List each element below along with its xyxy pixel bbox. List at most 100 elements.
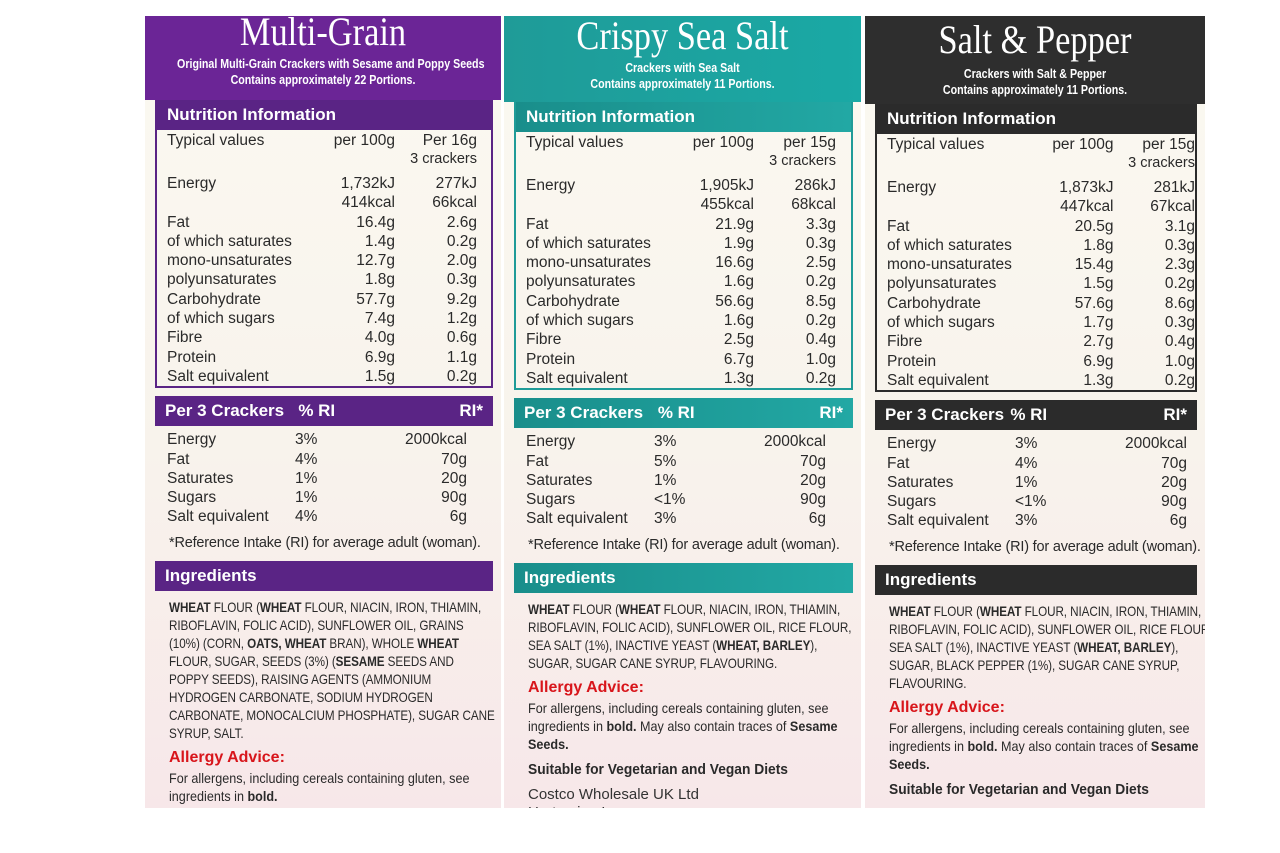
nutrient-per100g: 1.6g — [723, 273, 754, 291]
bold-allergen: bold. — [606, 717, 637, 734]
nutrient-name: Fat — [167, 213, 190, 231]
bold-allergen: WHEAT — [618, 601, 661, 617]
nutrient-per-portion: 0.2g — [805, 369, 836, 387]
nutrient-per100g: 447kcal — [1060, 198, 1114, 216]
product-header: Crispy Sea Salt Crackers with Sea Salt C… — [504, 16, 861, 102]
ri-row: Saturates 1% 20g — [887, 473, 1187, 492]
nutrient-name: Energy — [167, 175, 217, 192]
bold-allergen: Sesame Seeds. — [889, 737, 1199, 772]
allergy-header: Allergy Advice: — [528, 678, 644, 696]
nutrient-row: Fat 20.5g 3.1g — [887, 217, 1195, 236]
ri-percent: 4% — [1015, 454, 1038, 472]
nutrient-row: Protein 6.7g 1.0g — [526, 350, 836, 369]
nutrient-per-portion: 281kJ — [1153, 179, 1195, 196]
nutrition-section: Nutrition Information Typical values per … — [155, 100, 493, 389]
ingredients-text: WHEAT FLOUR (WHEAT FLOUR, NIACIN, IRON, … — [528, 601, 855, 673]
text-run: ), SUGAR, BLACK PEPPER (1%), SUGAR CANE … — [889, 639, 1180, 691]
nutrient-per-portion: 3.1g — [1164, 217, 1195, 235]
nutrient-name: Fibre — [887, 333, 923, 351]
per100g-header: per 100g — [333, 132, 395, 149]
nutrition-section: Nutrition Information Typical values per … — [875, 104, 1197, 393]
nutrient-per100g: 1,732kJ — [340, 175, 395, 192]
nutrient-per100g: 1,905kJ — [699, 177, 754, 194]
nutrient-name — [887, 197, 1036, 216]
nutrient-per-portion: 0.4g — [805, 331, 836, 349]
ri-row: Salt equivalent 3% 6g — [887, 511, 1187, 530]
ri-percent: 3% — [654, 510, 677, 528]
nutrient-per100g: 414kcal — [341, 194, 395, 212]
ri-row: Sugars <1% 90g — [887, 492, 1187, 511]
ri-table: Energy 3% 2000kcal Fat 4% 70g Saturates 1% 20g Su… — [887, 434, 1187, 530]
nutrient-per100g: 1.3g — [1083, 371, 1114, 389]
product-title: Multi-Grain — [239, 16, 407, 54]
nutrient-per-portion: 2.5g — [805, 254, 836, 272]
nutrient-per100g: 16.6g — [715, 254, 754, 272]
nutrient-name: polyunsaturates — [167, 271, 277, 289]
ri-pct-header: % RI — [657, 403, 695, 423]
ri-header-bar: Per 3 Crackers % RI RI* — [514, 398, 853, 429]
nutrient-per-portion: 0.3g — [805, 234, 836, 252]
ri-reference: 90g — [800, 491, 826, 509]
ri-reference: 70g — [800, 452, 826, 470]
nutrition-header: Nutrition Information — [516, 102, 851, 132]
ri-nutrient: Fat — [887, 454, 910, 472]
ri-header-bar: Per 3 Crackers % RI RI* — [155, 396, 493, 427]
nutrient-row: polyunsaturates 1.5g 0.2g — [887, 274, 1195, 293]
nutrient-per-portion: 9.2g — [446, 290, 477, 308]
bold-allergen: bold. — [967, 737, 998, 754]
ri-row: Saturates 1% 20g — [526, 471, 826, 490]
ri-nutrient: Fat — [167, 450, 190, 468]
nutrient-name: of which saturates — [167, 232, 292, 250]
spacer — [887, 154, 1036, 172]
allergy-text: For allergens, including cereals contain… — [889, 719, 1205, 773]
nutrient-per-portion: 8.6g — [1164, 294, 1195, 312]
text-run: FLOUR ( — [930, 603, 980, 619]
multi-grain-label: Multi-Grain Original Multi-Grain Cracker… — [145, 16, 501, 808]
ri-portion-header: Per 3 Crackers — [524, 403, 644, 423]
nutrient-name: mono-unsaturates — [887, 256, 1012, 274]
ri-nutrient: Sugars — [167, 489, 217, 507]
nutrient-row: of which saturates 1.8g 0.3g — [887, 236, 1195, 255]
ri-nutrient: Energy — [167, 431, 217, 449]
ri-percent: 1% — [295, 469, 318, 487]
ingredients-header: Ingredients — [514, 562, 853, 593]
product-header: Salt & Pepper Crackers with Salt & Peppe… — [865, 16, 1205, 104]
nutrient-name: of which sugars — [526, 312, 634, 330]
portion-header: Per 16g — [422, 132, 477, 149]
nutrient-row: Carbohydrate 56.6g 8.5g — [526, 292, 836, 311]
ri-nutrient: Energy — [526, 433, 576, 451]
nutrient-name: Salt equivalent — [526, 369, 628, 387]
nutrient-row: mono-unsaturates 15.4g 2.3g — [887, 255, 1195, 274]
ri-footnote: *Reference Intake (RI) for average adult… — [169, 534, 481, 551]
nutrient-row: Energy 1,905kJ 286kJ — [526, 176, 836, 195]
typical-values-header: Typical values — [526, 134, 624, 151]
ri-portion-header: Per 3 Crackers — [885, 405, 1005, 425]
nutrient-per-portion: 0.2g — [1164, 371, 1195, 389]
portion-subheader: 3 crackers — [410, 151, 477, 167]
ri-row: Sugars 1% 90g — [167, 488, 467, 507]
ri-nutrient: Sugars — [887, 493, 937, 511]
label-body: Nutrition Information Typical values per … — [865, 104, 1205, 798]
nutrient-per-portion: 2.3g — [1164, 256, 1195, 274]
text-run: FLOUR ( — [569, 601, 619, 617]
nutrient-name: Carbohydrate — [167, 290, 261, 308]
product-title: Crispy Sea Salt — [576, 16, 789, 58]
nutrient-row: polyunsaturates 1.8g 0.3g — [167, 270, 477, 289]
ri-row: Fat 4% 70g — [167, 450, 467, 469]
vegan-statement: Suitable for Vegetarian and Vegan Diets — [889, 780, 1149, 798]
nutrient-per-portion: 68kcal — [791, 196, 836, 214]
ri-row: Fat 4% 70g — [887, 454, 1187, 473]
nutrient-row: mono-unsaturates 12.7g 2.0g — [167, 251, 477, 270]
nutrient-row: 447kcal 67kcal — [887, 197, 1195, 216]
nutrient-per-portion: 1.1g — [446, 348, 477, 366]
ri-pct-header: % RI — [1010, 405, 1048, 425]
nutrient-per-portion: 0.2g — [446, 232, 477, 250]
product-subtitle: Crackers with Salt & Pepper — [963, 66, 1107, 81]
nutrient-name: polyunsaturates — [887, 275, 997, 293]
ri-nutrient: Salt equivalent — [526, 510, 628, 528]
nutrient-per100g: 20.5g — [1074, 217, 1114, 235]
typical-values-header: Typical values — [887, 136, 985, 153]
nutrition-table: Typical values per 100g per 15g 3 crackers E… — [526, 134, 836, 388]
nutrient-per100g: 57.7g — [356, 290, 395, 308]
text-run: FLOUR, SUGAR, SEEDS (3%) ( — [169, 653, 336, 669]
